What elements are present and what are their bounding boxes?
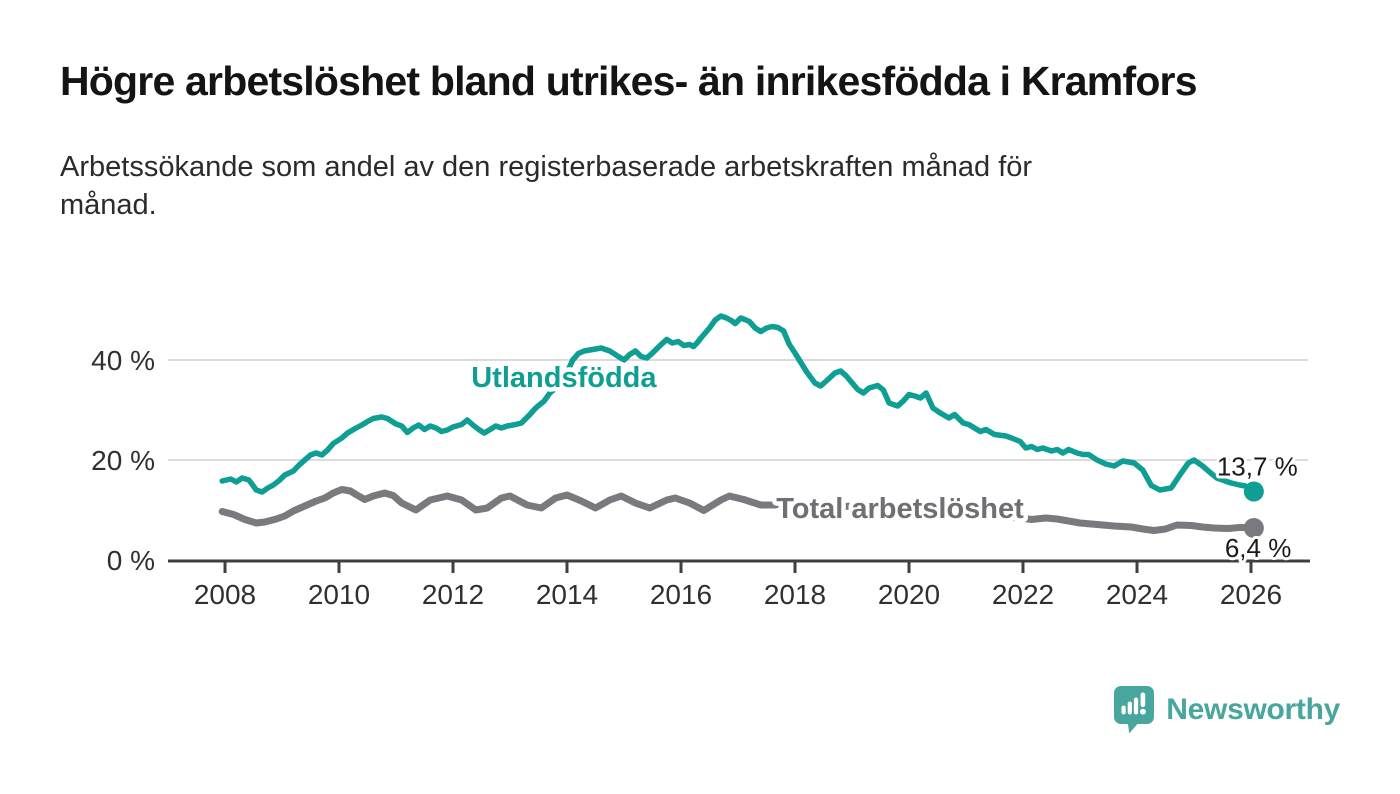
chart-subtitle: Arbetssökande som andel av den registerb…	[60, 148, 1032, 224]
total-end-dot	[1243, 518, 1264, 538]
x-axis-label: 2012	[422, 579, 484, 610]
x-axis-label: 2020	[878, 579, 940, 610]
total-unemployment-line	[218, 486, 1258, 534]
foreign-born-series-label: Utlandsfödda	[471, 362, 657, 394]
total-series-label: Total arbetslöshet	[776, 493, 1024, 525]
y-axis-label: 40 %	[91, 345, 155, 376]
subtitle-line-1: Arbetssökande som andel av den registerb…	[60, 151, 1033, 183]
foreign-born-line	[219, 313, 1257, 495]
x-axis-label: 2022	[992, 579, 1054, 610]
total-end-label: 6,4 %	[1225, 533, 1292, 563]
x-axis-label: 2024	[1106, 579, 1168, 610]
page-title: Högre arbetslöshet bland utrikes- än inr…	[60, 58, 1198, 104]
subtitle-line-2: månad.	[60, 189, 157, 221]
brand-name: Newsworthy	[1166, 693, 1340, 726]
x-axis-label: 2008	[194, 579, 256, 610]
foreign-born-end-label: 13,7 %	[1217, 452, 1298, 482]
x-axis-label: 2010	[308, 579, 370, 610]
foreign-born-end-dot	[1243, 481, 1264, 502]
x-axis-label: 2018	[764, 579, 826, 610]
newsworthy-logo: Newsworthy	[1114, 686, 1340, 734]
y-axis-label: 0 %	[107, 545, 155, 576]
y-axis-label: 20 %	[91, 445, 155, 476]
x-axis-label: 2014	[536, 579, 598, 610]
x-axis-label: 2026	[1220, 579, 1282, 610]
newsworthy-speech-bubble-chart-icon	[1114, 686, 1155, 734]
x-axis-label: 2016	[650, 579, 712, 610]
